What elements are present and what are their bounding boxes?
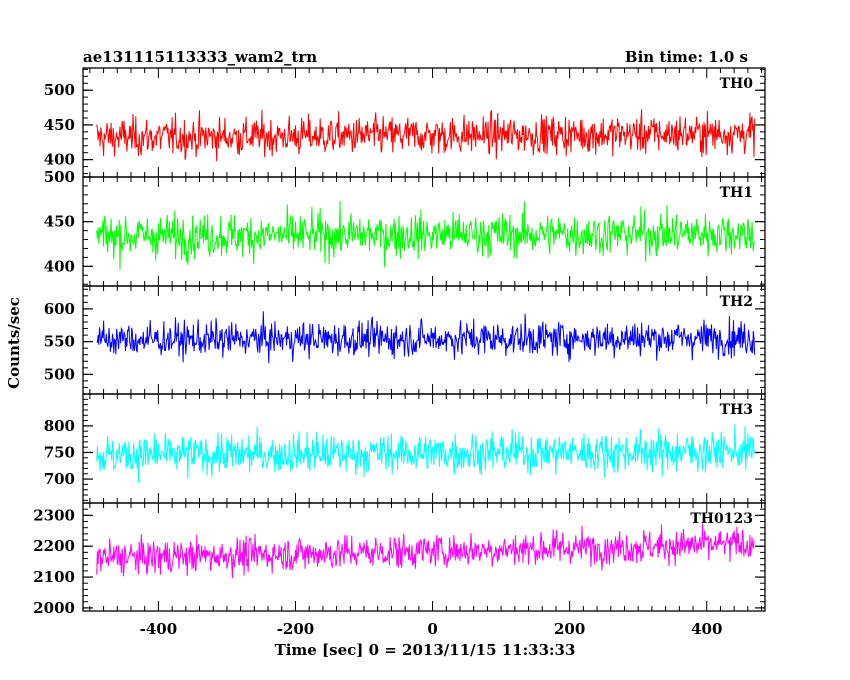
series-line-th0123 xyxy=(96,523,755,579)
y-tick-label: 500 xyxy=(44,81,75,99)
panel-frame xyxy=(82,502,766,612)
y-axis-label: Counts/sec xyxy=(5,297,23,389)
y-tick-label: 2000 xyxy=(33,599,75,617)
panel-th0: 400 450 500 TH0 xyxy=(44,67,766,178)
y-tick-label: 700 xyxy=(44,470,75,488)
series-line-th3 xyxy=(96,424,756,484)
y-tick-label: 2300 xyxy=(33,506,75,524)
y-tick-label: 450 xyxy=(44,213,75,231)
y-tick-label: 500 xyxy=(44,365,75,383)
y-tick-label: 550 xyxy=(44,333,75,351)
y-tick-label: 400 xyxy=(44,257,75,275)
x-tick-label: 200 xyxy=(554,620,585,638)
x-tick-label: -400 xyxy=(140,620,178,638)
header-left: ae131115113333_wam2_trn xyxy=(83,48,317,66)
y-tick-label: 600 xyxy=(44,300,75,318)
panel-label-th3: TH3 xyxy=(720,402,753,418)
series-line-th0 xyxy=(96,109,756,162)
y-tick-label: 750 xyxy=(44,443,75,461)
y-tick-label: 2100 xyxy=(33,568,75,586)
panel-th0123: 2000 2100 2200 2300 TH0123 xyxy=(33,502,766,617)
y-tick-label: 2200 xyxy=(33,537,75,555)
y-tick-label: 800 xyxy=(44,417,75,435)
panel-label-th2: TH2 xyxy=(720,294,753,310)
series-line-th2 xyxy=(96,311,756,364)
panel-th1: 400 450 500 TH1 xyxy=(44,168,766,287)
series-line-th1 xyxy=(96,201,756,270)
panel-label-th0123: TH0123 xyxy=(690,511,753,527)
x-axis-label: Time [sec] 0 = 2013/11/15 11:33:33 xyxy=(275,641,576,659)
panel-th2: 500 550 600 TH2 xyxy=(44,285,766,395)
x-tick-label: 0 xyxy=(427,620,437,638)
panel-label-th1: TH1 xyxy=(720,185,753,201)
x-tick-label: 400 xyxy=(691,620,722,638)
y-tick-label: 400 xyxy=(44,151,75,169)
panel-frame xyxy=(82,67,766,178)
y-tick-label: 500 xyxy=(44,168,75,186)
header-right: Bin time: 1.0 s xyxy=(625,48,748,66)
panel-label-th0: TH0 xyxy=(720,76,754,92)
x-tick-label: -200 xyxy=(277,620,315,638)
y-tick-label: 450 xyxy=(44,116,75,134)
panel-th3: 700 750 800 TH3 xyxy=(44,393,766,504)
